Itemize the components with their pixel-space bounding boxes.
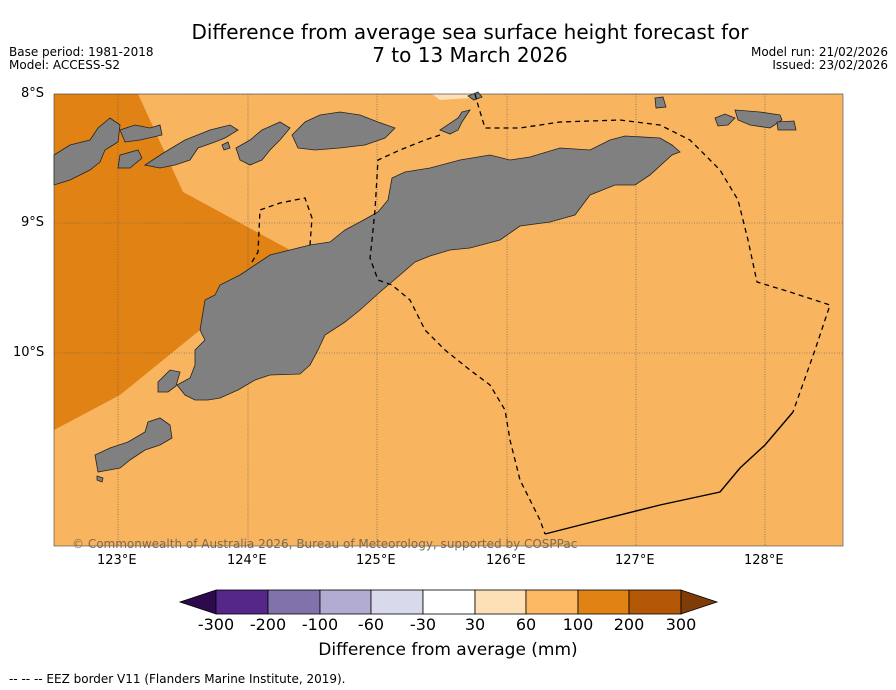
colorbar-bin-4 [370,589,424,615]
colorbar-bin-3 [319,589,372,615]
alor-island [291,111,396,151]
colorbar-extend-low [178,589,217,615]
lat-label-8s: 8°S [21,86,45,101]
eez-timor-leste [369,134,546,535]
lon-label-126e: 126°E [486,553,526,568]
pantar-island [235,121,291,166]
colorbar-title: Difference from average (mm) [318,640,578,660]
colorbar-bin-1 [215,589,269,615]
colorbar-bin-8 [577,589,630,615]
sea-100-200-region [54,94,290,430]
colorbar-tick: 60 [515,615,537,634]
flores-east [53,117,121,186]
model-run: Model run: 21/02/2026 [750,45,888,59]
model-name: Model: ACCESS-S2 [9,58,121,72]
timor-island [176,135,681,401]
colorbar-tick: 30 [464,615,486,634]
colorbar-bin-9 [628,589,682,615]
lat-label-10s: 10°S [13,345,45,360]
colorbar-bin-2 [267,589,321,615]
title-line-2: 7 to 13 March 2026 [372,43,568,67]
colorbar-tick: 100 [562,615,594,634]
colorbar-tick: -30 [409,615,437,634]
ndao-islet [96,475,104,483]
leti-island [714,113,736,127]
wetar-island [439,109,471,135]
lon-label-127e: 127°E [615,553,655,568]
moa-island [734,109,783,129]
colorbar-bin-7 [525,589,579,615]
lon-label-124e: 124°E [227,553,267,568]
colorbar-tick: -300 [197,615,235,634]
adonara-island [117,149,143,169]
eez-border [251,93,831,535]
eez-north [474,93,831,413]
colorbar-extend-high [680,589,719,615]
solor-island [119,124,163,143]
lat-label-9s: 9°S [21,215,45,230]
land [53,91,797,483]
islet-2 [221,141,231,151]
colorbar-tick: 300 [665,615,697,634]
lakor-island [776,120,797,131]
base-period: Base period: 1981-2018 [9,45,154,59]
lon-label-123e: 123°E [97,553,137,568]
lon-label-125e: 125°E [356,553,396,568]
sea-30-60-region [432,94,478,100]
map-frame [53,93,844,547]
copyright-notice: © Commonwealth of Australia 2026, Bureau… [72,537,578,551]
colorbar-bin-5 [422,589,476,615]
title-line-1: Difference from average sea surface heig… [191,20,749,44]
lembata-island [143,124,239,169]
eez-oecusse [251,197,313,263]
semau-island [157,369,181,393]
colorbar-bin-6 [474,589,527,615]
colorbar-tick: 200 [613,615,645,634]
colorbar-tick: -200 [249,615,287,634]
issued-date: Issued: 23/02/2026 [772,58,888,72]
roti-island [94,417,173,473]
eez-legend: -- -- -- EEZ border V11 (Flanders Marine… [9,672,346,686]
maritime-boundary [544,411,794,535]
kisar-islet [654,96,667,109]
colorbar-tick: -60 [357,615,385,634]
lon-label-128e: 128°E [744,553,784,568]
colorbar-tick: -100 [301,615,339,634]
colorbar [178,589,719,615]
